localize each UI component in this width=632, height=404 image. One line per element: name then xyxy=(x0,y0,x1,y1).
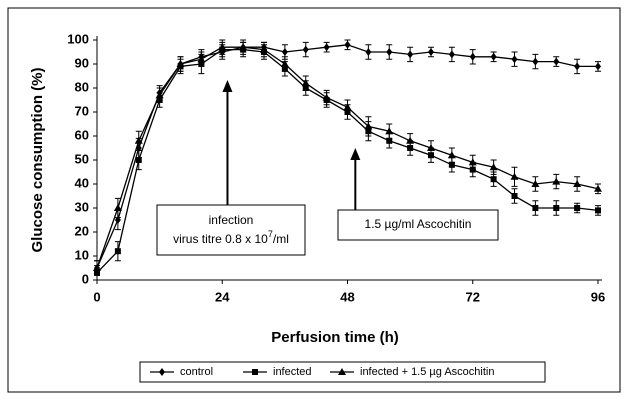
marker xyxy=(406,136,415,144)
annotation: 1.5 µg/ml Ascochitin xyxy=(365,217,472,231)
x-tick-label: 96 xyxy=(591,289,605,304)
y-tick-label: 30 xyxy=(75,199,89,214)
marker xyxy=(252,369,258,375)
arrow-head xyxy=(350,148,361,160)
x-tick-label: 72 xyxy=(466,289,480,304)
marker xyxy=(574,205,581,211)
annotation: virus titre 0.8 x 107/ml xyxy=(173,229,289,246)
legend-label: control xyxy=(180,366,213,378)
marker xyxy=(489,163,498,171)
marker xyxy=(511,55,518,64)
marker xyxy=(386,48,393,56)
marker xyxy=(322,93,331,101)
annotation-sup: 7 xyxy=(268,229,273,239)
marker xyxy=(448,161,455,168)
legend-label: infected + 1.5 µg Ascochitin xyxy=(360,366,494,378)
marker xyxy=(93,264,101,271)
y-tick-label: 60 xyxy=(75,127,89,142)
marker xyxy=(510,172,519,180)
marker xyxy=(468,158,477,166)
x-axis-title: Perfusion time (h) xyxy=(271,329,399,346)
arrow-head xyxy=(222,80,233,92)
y-tick-label: 70 xyxy=(75,103,89,118)
marker xyxy=(159,368,165,376)
marker xyxy=(553,205,560,211)
marker xyxy=(574,62,581,71)
marker xyxy=(260,45,268,53)
marker xyxy=(407,50,414,59)
marker xyxy=(323,43,330,52)
marker xyxy=(114,248,121,255)
marker xyxy=(385,127,394,135)
marker xyxy=(469,52,476,61)
marker xyxy=(176,60,185,67)
marker xyxy=(218,43,227,51)
y-tick-label: 40 xyxy=(75,175,89,190)
marker xyxy=(531,180,540,187)
marker xyxy=(427,144,435,151)
y-tick-label: 90 xyxy=(75,55,89,70)
marker xyxy=(386,137,393,144)
x-tick-label: 0 xyxy=(93,289,100,304)
y-tick-label: 50 xyxy=(75,151,89,166)
y-tick-label: 0 xyxy=(82,271,89,286)
y-tick-label: 100 xyxy=(67,31,89,46)
marker xyxy=(280,60,289,67)
marker xyxy=(428,48,434,56)
marker xyxy=(595,62,601,71)
marker xyxy=(134,136,143,144)
y-tick-label: 20 xyxy=(75,223,89,238)
marker xyxy=(343,103,352,111)
marker xyxy=(239,43,248,51)
marker xyxy=(344,40,351,49)
y-tick-label: 10 xyxy=(75,247,89,262)
x-tick-label: 48 xyxy=(340,289,354,304)
marker xyxy=(447,151,456,159)
marker xyxy=(490,176,497,183)
legend-label: infected xyxy=(273,366,312,378)
y-axis-title: Glucose consumption (%) xyxy=(29,67,46,252)
marker xyxy=(490,52,497,61)
marker xyxy=(338,368,346,375)
marker xyxy=(301,79,310,87)
marker xyxy=(595,207,601,214)
annotation-box xyxy=(337,209,499,241)
marker xyxy=(302,45,309,54)
marker xyxy=(135,157,142,163)
marker xyxy=(532,205,539,211)
marker xyxy=(365,48,372,56)
marker xyxy=(281,48,288,56)
y-tick-label: 80 xyxy=(75,79,89,94)
annotation: infection xyxy=(209,213,254,227)
frame xyxy=(7,7,621,393)
marker xyxy=(364,122,373,130)
marker xyxy=(594,184,602,192)
marker xyxy=(573,180,582,187)
annotation-box xyxy=(156,204,306,256)
annotation: /ml xyxy=(273,232,289,246)
marker xyxy=(448,50,455,59)
annotation: virus titre 0.8 x 10 xyxy=(173,232,268,246)
marker xyxy=(155,91,164,99)
marker xyxy=(553,57,560,66)
x-tick-label: 24 xyxy=(215,289,230,304)
marker xyxy=(197,55,206,63)
marker xyxy=(532,57,539,66)
marker xyxy=(511,193,518,199)
marker xyxy=(552,177,561,185)
marker xyxy=(113,204,122,211)
